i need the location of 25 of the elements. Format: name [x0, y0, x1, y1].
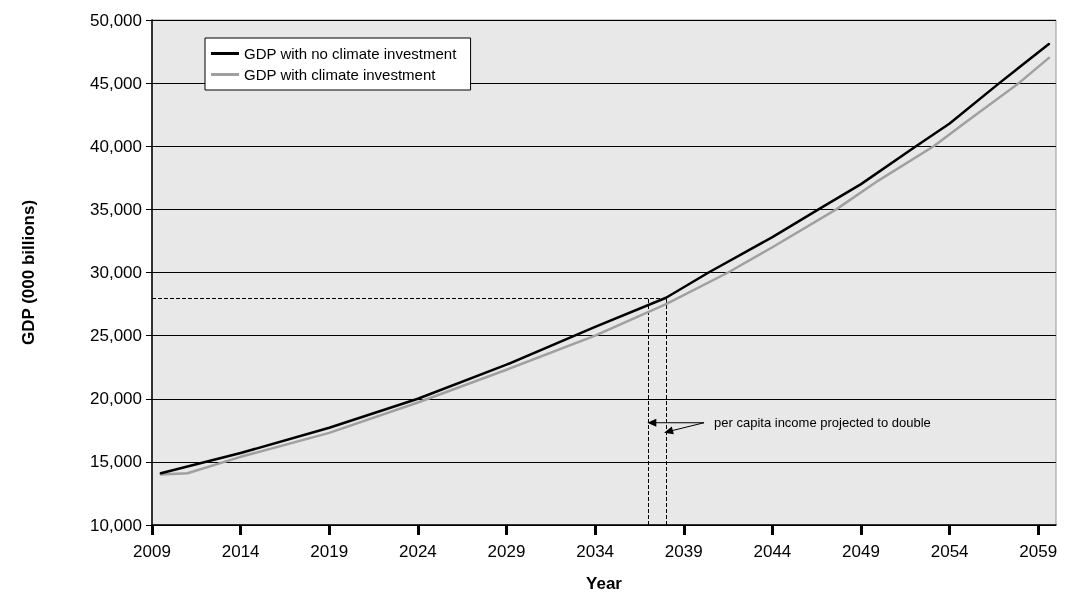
x-tick-label: 2019: [310, 542, 349, 561]
x-tick-label: 2014: [221, 542, 260, 561]
x-tick-label: 2034: [576, 542, 615, 561]
x-axis-title: Year: [586, 574, 623, 593]
y-tick-label: 20,000: [90, 389, 142, 409]
x-tick-label: 2044: [753, 542, 792, 561]
x-tick-label: 2049: [842, 542, 880, 561]
y-axis-title: GDP (000 billions): [19, 199, 38, 346]
y-tick-label: 15,000: [90, 452, 142, 472]
x-tick-label: 2029: [487, 542, 526, 561]
x-tick-label: 2059: [1019, 542, 1058, 561]
legend-label: GDP with climate investment: [244, 66, 437, 83]
x-tick-label: 2009: [133, 542, 171, 561]
x-tick-label: 2039: [664, 542, 703, 561]
x-tick-label: 2024: [398, 542, 437, 561]
y-tick-label: 45,000: [90, 73, 142, 93]
y-tick-label: 40,000: [90, 136, 142, 156]
y-tick-label: 10,000: [90, 515, 142, 535]
legend-label: GDP with no climate investment: [244, 45, 458, 62]
x-tick-label: 2054: [930, 542, 969, 561]
y-tick-label: 25,000: [90, 326, 142, 346]
y-tick-label: 30,000: [90, 263, 142, 282]
annotation: per capita income projected to double: [714, 415, 931, 431]
y-tick-label: 35,000: [90, 199, 142, 219]
y-tick-label: 50,000: [90, 10, 142, 30]
